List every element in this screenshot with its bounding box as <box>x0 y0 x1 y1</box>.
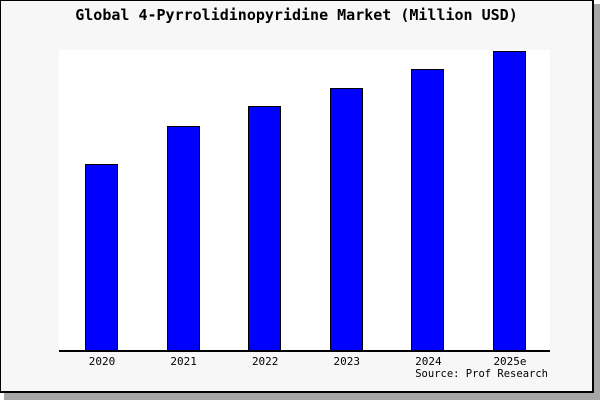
source-credit: Source: Prof Research <box>415 368 548 380</box>
chart-title: Global 4-Pyrrolidinopyridine Market (Mil… <box>75 6 518 24</box>
x-tick-label-2021: 2021 <box>170 355 197 368</box>
bar-2022 <box>248 106 282 350</box>
x-tick-label-2020: 2020 <box>88 355 116 368</box>
bar-2021 <box>166 125 200 350</box>
frame-shadow-right <box>594 4 600 400</box>
chart-panel: Global 4-Pyrrolidinopyridine Market (Mil… <box>0 0 594 393</box>
bar-2024 <box>411 69 445 350</box>
frame-shadow-bottom <box>4 393 600 400</box>
plot-area <box>59 50 550 352</box>
bar-2023 <box>329 87 363 350</box>
x-tick-label-2022: 2022 <box>251 355 279 368</box>
x-tick-label-2023: 2023 <box>333 355 361 368</box>
x-tick-label-2024: 2024 <box>415 355 442 368</box>
x-tick-label-2025e: 2025e <box>493 355 527 368</box>
bar-2025e <box>493 50 526 350</box>
bar-2020 <box>85 163 118 350</box>
